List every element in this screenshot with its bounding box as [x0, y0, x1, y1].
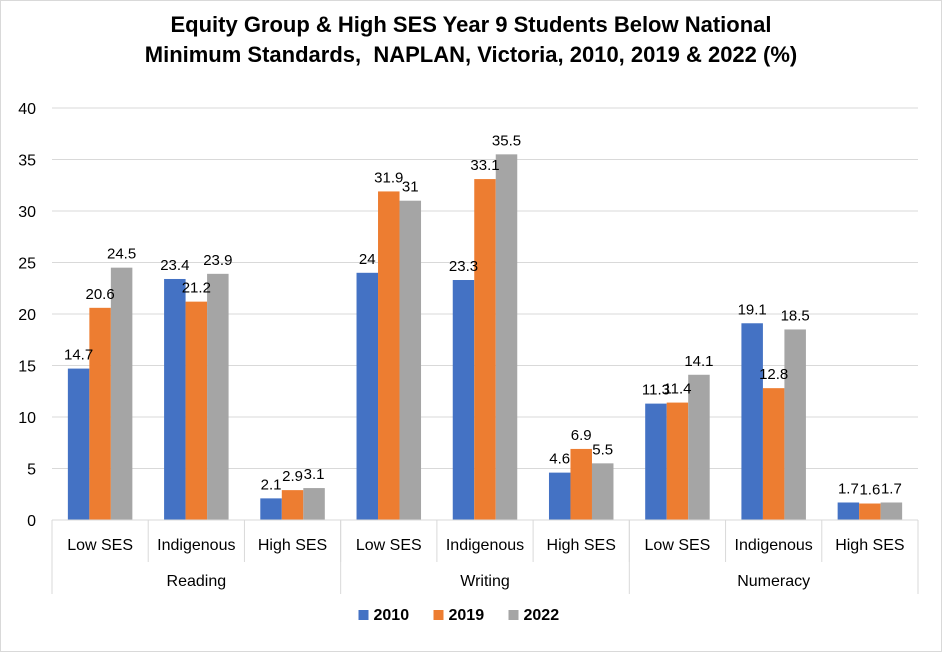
x-tick-label: Indigenous — [735, 537, 813, 554]
bar-2010 — [356, 272, 379, 520]
data-label: 1.7 — [881, 480, 902, 497]
data-label: 14.1 — [684, 353, 713, 370]
data-label: 11.4 — [663, 381, 691, 398]
bar-2019 — [89, 307, 111, 520]
chart-title: Equity Group & High SES Year 9 Students … — [0, 10, 942, 70]
x-group-label: Numeracy — [737, 573, 810, 590]
data-label: 31.9 — [374, 169, 403, 186]
y-axis: 0 5 10 15 20 25 30 35 40 — [18, 101, 36, 530]
legend: 2010 2019 2022 — [358, 607, 560, 624]
y-tick-label: 0 — [27, 513, 36, 530]
x-tick-label: Low SES — [645, 537, 711, 554]
bar-2022 — [110, 267, 133, 520]
x-axis: Low SES Indigenous High SES Low SES Indigeno… — [51, 519, 919, 594]
legend-label: 2019 — [449, 607, 485, 624]
data-label: 23.9 — [203, 252, 232, 269]
bar-2010 — [645, 403, 667, 520]
bar-2019 — [859, 503, 881, 520]
bar-2022 — [207, 273, 229, 520]
bar-2019 — [281, 490, 304, 520]
data-label: 2.9 — [282, 468, 303, 485]
data-label: 31 — [402, 179, 419, 196]
x-tick-label: Low SES — [67, 537, 133, 554]
bar-2022 — [303, 488, 325, 520]
y-tick-label: 35 — [18, 153, 36, 170]
data-label: 5.5 — [592, 441, 613, 458]
x-tick-label: High SES — [835, 537, 904, 554]
bar-2010 — [164, 278, 186, 520]
bar-2010 — [837, 502, 860, 520]
bar-2019 — [378, 191, 400, 520]
bars — [67, 154, 903, 520]
legend-swatch-2010 — [358, 610, 369, 620]
x-group-label: Reading — [167, 573, 227, 590]
data-label: 4.6 — [549, 451, 570, 468]
bar-2010 — [260, 498, 282, 520]
y-tick-label: 30 — [18, 204, 36, 221]
y-tick-label: 15 — [18, 359, 36, 376]
data-label: 35.5 — [492, 132, 521, 149]
data-label: 6.9 — [571, 427, 592, 444]
bar-2019 — [474, 179, 496, 520]
chart-title-line-2: Minimum Standards, NAPLAN, Victoria, 201… — [144, 42, 798, 67]
data-label: 20.6 — [86, 286, 115, 303]
bar-2010 — [67, 368, 90, 520]
x-tick-label: High SES — [258, 537, 327, 554]
bar-2010 — [548, 472, 571, 520]
legend-swatch-2022 — [508, 610, 519, 620]
data-label: 1.6 — [859, 482, 880, 499]
bar-2022 — [688, 374, 710, 520]
legend-swatch-2019 — [433, 610, 444, 620]
bar-2019 — [185, 301, 208, 520]
data-label: 2.1 — [261, 476, 282, 493]
data-label: 21.2 — [182, 280, 211, 297]
legend-label: 2022 — [524, 607, 560, 624]
data-label: 24 — [359, 251, 376, 268]
bar-2022 — [399, 200, 422, 520]
bar-2019 — [762, 388, 785, 520]
y-tick-label: 40 — [18, 101, 36, 118]
x-tick-label: Indigenous — [157, 537, 235, 554]
data-label: 12.8 — [759, 366, 788, 383]
data-label: 23.4 — [160, 257, 189, 274]
data-label: 1.7 — [838, 480, 859, 497]
y-tick-label: 10 — [18, 410, 36, 427]
y-tick-label: 25 — [18, 256, 36, 273]
data-label: 14.7 — [64, 347, 93, 364]
y-tick-label: 20 — [18, 307, 36, 324]
bar-2022 — [591, 463, 614, 520]
bar-2010 — [741, 323, 763, 520]
x-tick-label: Low SES — [356, 537, 422, 554]
bar-2022 — [784, 329, 806, 520]
data-label: 3.1 — [304, 466, 325, 483]
bar-2019 — [570, 448, 592, 520]
data-labels: 14.720.624.523.421.223.92.1 2.9 3.12431.93… — [64, 132, 902, 498]
data-label: 33.1 — [470, 157, 499, 174]
data-label: 11.3 — [642, 382, 670, 399]
x-group-label: Writing — [460, 573, 510, 590]
y-tick-label: 5 — [27, 462, 36, 479]
legend-label: 2010 — [374, 607, 410, 624]
chart-title-line-1: Equity Group & High SES Year 9 Students … — [170, 12, 772, 37]
data-label: 24.5 — [107, 246, 136, 263]
bar-2019 — [666, 402, 689, 520]
data-label: 18.5 — [781, 307, 810, 324]
x-tick-label: Indigenous — [446, 537, 524, 554]
bar-2022 — [880, 502, 903, 520]
data-label: 23.3 — [449, 258, 478, 275]
data-label: 19.1 — [738, 301, 767, 318]
x-tick-label: High SES — [547, 537, 616, 554]
bar-2010 — [452, 280, 475, 520]
bar-2022 — [495, 154, 518, 520]
